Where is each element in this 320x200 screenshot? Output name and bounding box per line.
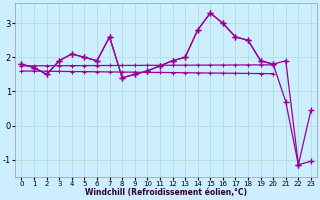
X-axis label: Windchill (Refroidissement éolien,°C): Windchill (Refroidissement éolien,°C) [85,188,247,197]
